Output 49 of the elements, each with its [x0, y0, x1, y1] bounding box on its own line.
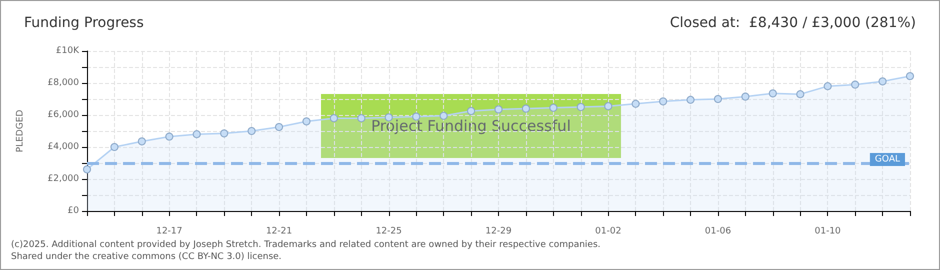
point	[878, 77, 887, 86]
point	[302, 117, 310, 126]
text: (c)2025. Additional content provided by Joseph Stretch. Trademarks and related content are owned by their respective companies.	[11, 239, 601, 251]
point	[467, 107, 476, 115]
point	[659, 97, 668, 106]
y-tick-label: £0	[68, 206, 80, 216]
x-tick-label: 01-10	[814, 226, 842, 236]
point	[330, 114, 338, 122]
x-tick-label: 12-17	[156, 226, 182, 236]
point	[824, 82, 832, 90]
point	[275, 123, 284, 131]
annotation: Project Funding Successful	[371, 117, 571, 135]
point	[522, 104, 530, 113]
x-tick-label: 12-21	[266, 226, 292, 236]
point	[576, 103, 585, 111]
point	[83, 165, 91, 174]
point	[768, 89, 777, 98]
text: Shared under the creative commons (CC BY-NC 3.0) license.	[11, 251, 283, 263]
y-tick-label: £10K	[56, 46, 80, 56]
point	[165, 132, 174, 141]
y-tick-label: £6,000	[48, 110, 80, 120]
point	[248, 127, 256, 135]
chart-title: Funding Progress	[24, 15, 144, 31]
point	[220, 129, 228, 138]
point	[714, 95, 722, 103]
point	[741, 92, 750, 101]
point	[357, 114, 366, 122]
point	[549, 104, 558, 112]
y-tick-label: £2,000	[48, 174, 80, 184]
x-tick-label: 12-25	[376, 226, 402, 236]
x-tick-label: 12-29	[485, 226, 512, 236]
x-tick-label: 01-02	[595, 226, 622, 236]
y-tick-label: £4,000	[48, 142, 80, 152]
point	[110, 143, 118, 151]
point	[192, 130, 201, 138]
point	[138, 137, 146, 146]
point	[906, 72, 914, 80]
point	[686, 96, 695, 104]
point	[604, 102, 612, 110]
point	[796, 90, 804, 98]
y-axis-title: PLEDGED	[16, 110, 26, 152]
y-tick-label: £8,000	[48, 78, 80, 88]
x-tick-label: 01-06	[704, 226, 732, 236]
point	[851, 80, 860, 89]
chart-subtitle: Closed at: £8,430 / £3,000 (281%)	[670, 15, 916, 31]
point	[440, 112, 448, 120]
ref-line-label: GOAL	[874, 154, 900, 164]
point	[632, 100, 640, 108]
point	[494, 105, 502, 114]
